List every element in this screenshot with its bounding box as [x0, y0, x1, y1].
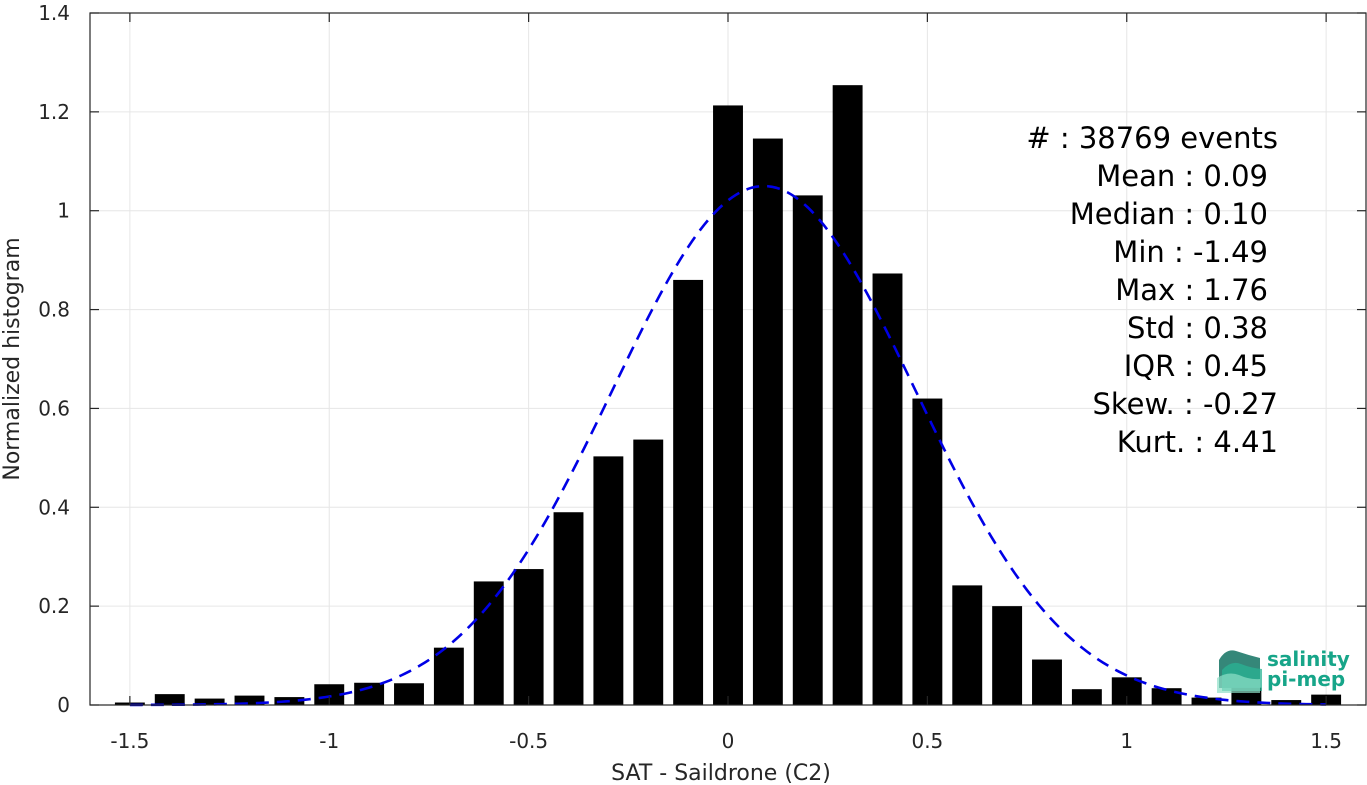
histogram-bar [872, 273, 903, 705]
axis-ticks [90, 12, 1366, 706]
histogram-bar [952, 585, 983, 705]
stat-line: Skew. : -0.27 [1092, 387, 1278, 421]
histogram-bar [752, 138, 783, 705]
y-tick-labels: 0 0.2 0.4 0.6 0.8 1 1.2 1.4 [38, 1, 70, 717]
statistics-box: # : 38769 events Mean : 0.09 Median : 0.10… [1026, 121, 1278, 459]
stat-line: Median : 0.10 [1070, 197, 1268, 231]
stat-line: Kurt. : 4.41 [1117, 425, 1278, 459]
y-tick-label: 1.2 [38, 100, 70, 124]
histogram-bar [673, 279, 704, 705]
histogram-bar [154, 694, 185, 705]
histogram-bar [473, 581, 504, 705]
x-tick-label: -1 [319, 729, 339, 753]
x-tick-label: 0.5 [911, 729, 943, 753]
y-tick-label: 0 [57, 693, 70, 717]
x-axis-label: SAT - Saildrone (C2) [611, 761, 831, 785]
y-tick-label: 1.4 [38, 1, 70, 25]
y-axis-label: Normalized histogram [0, 237, 25, 480]
stat-line: Std : 0.38 [1127, 311, 1268, 345]
histogram-bar [593, 456, 624, 705]
histogram-bar [433, 647, 464, 705]
stat-line: Mean : 0.09 [1096, 159, 1268, 193]
histogram-bar [633, 439, 664, 705]
wave-logo-icon [1217, 650, 1262, 693]
salinity-pi-mep-logo: salinity pi-mep [1217, 647, 1350, 693]
x-tick-label: 0 [722, 729, 735, 753]
histogram-bar [713, 105, 743, 706]
logo-text-pi-mep: pi-mep [1267, 667, 1345, 691]
y-tick-label: 0.8 [38, 298, 70, 322]
x-tick-label: 1.5 [1310, 729, 1342, 753]
y-tick-label: 0.2 [38, 594, 70, 618]
histogram-bar [234, 695, 265, 705]
histogram-bar [792, 195, 823, 706]
histogram-bar [513, 569, 544, 705]
histogram-bar [832, 85, 863, 705]
histogram-bar [1032, 659, 1062, 705]
x-tick-label: -1.5 [110, 729, 149, 753]
stat-line: Min : -1.49 [1113, 235, 1268, 269]
x-tick-label: 1 [1120, 729, 1133, 753]
histogram-bar [314, 684, 345, 705]
stat-line: # : 38769 events [1026, 121, 1278, 155]
y-tick-label: 1 [57, 199, 70, 223]
x-tick-label: -0.5 [509, 729, 548, 753]
histogram-bar [394, 683, 424, 705]
stat-line: Max : 1.76 [1115, 273, 1268, 307]
histogram-bar [1151, 688, 1182, 705]
histogram-bar [1191, 697, 1222, 705]
stat-line: IQR : 0.45 [1124, 349, 1268, 383]
x-tick-labels: -1.5 -1 -0.5 0 0.5 1 1.5 [110, 729, 1342, 753]
histogram-bar [912, 398, 943, 705]
histogram-bar [194, 698, 225, 705]
y-tick-label: 0.4 [38, 495, 70, 519]
logo-text-salinity: salinity [1267, 647, 1350, 671]
histogram-bar [354, 682, 385, 705]
histogram-bars [114, 85, 1342, 706]
histogram-bar [1071, 689, 1102, 705]
histogram-bar [553, 512, 584, 705]
y-tick-label: 0.6 [38, 396, 70, 420]
histogram-bar [992, 606, 1023, 705]
